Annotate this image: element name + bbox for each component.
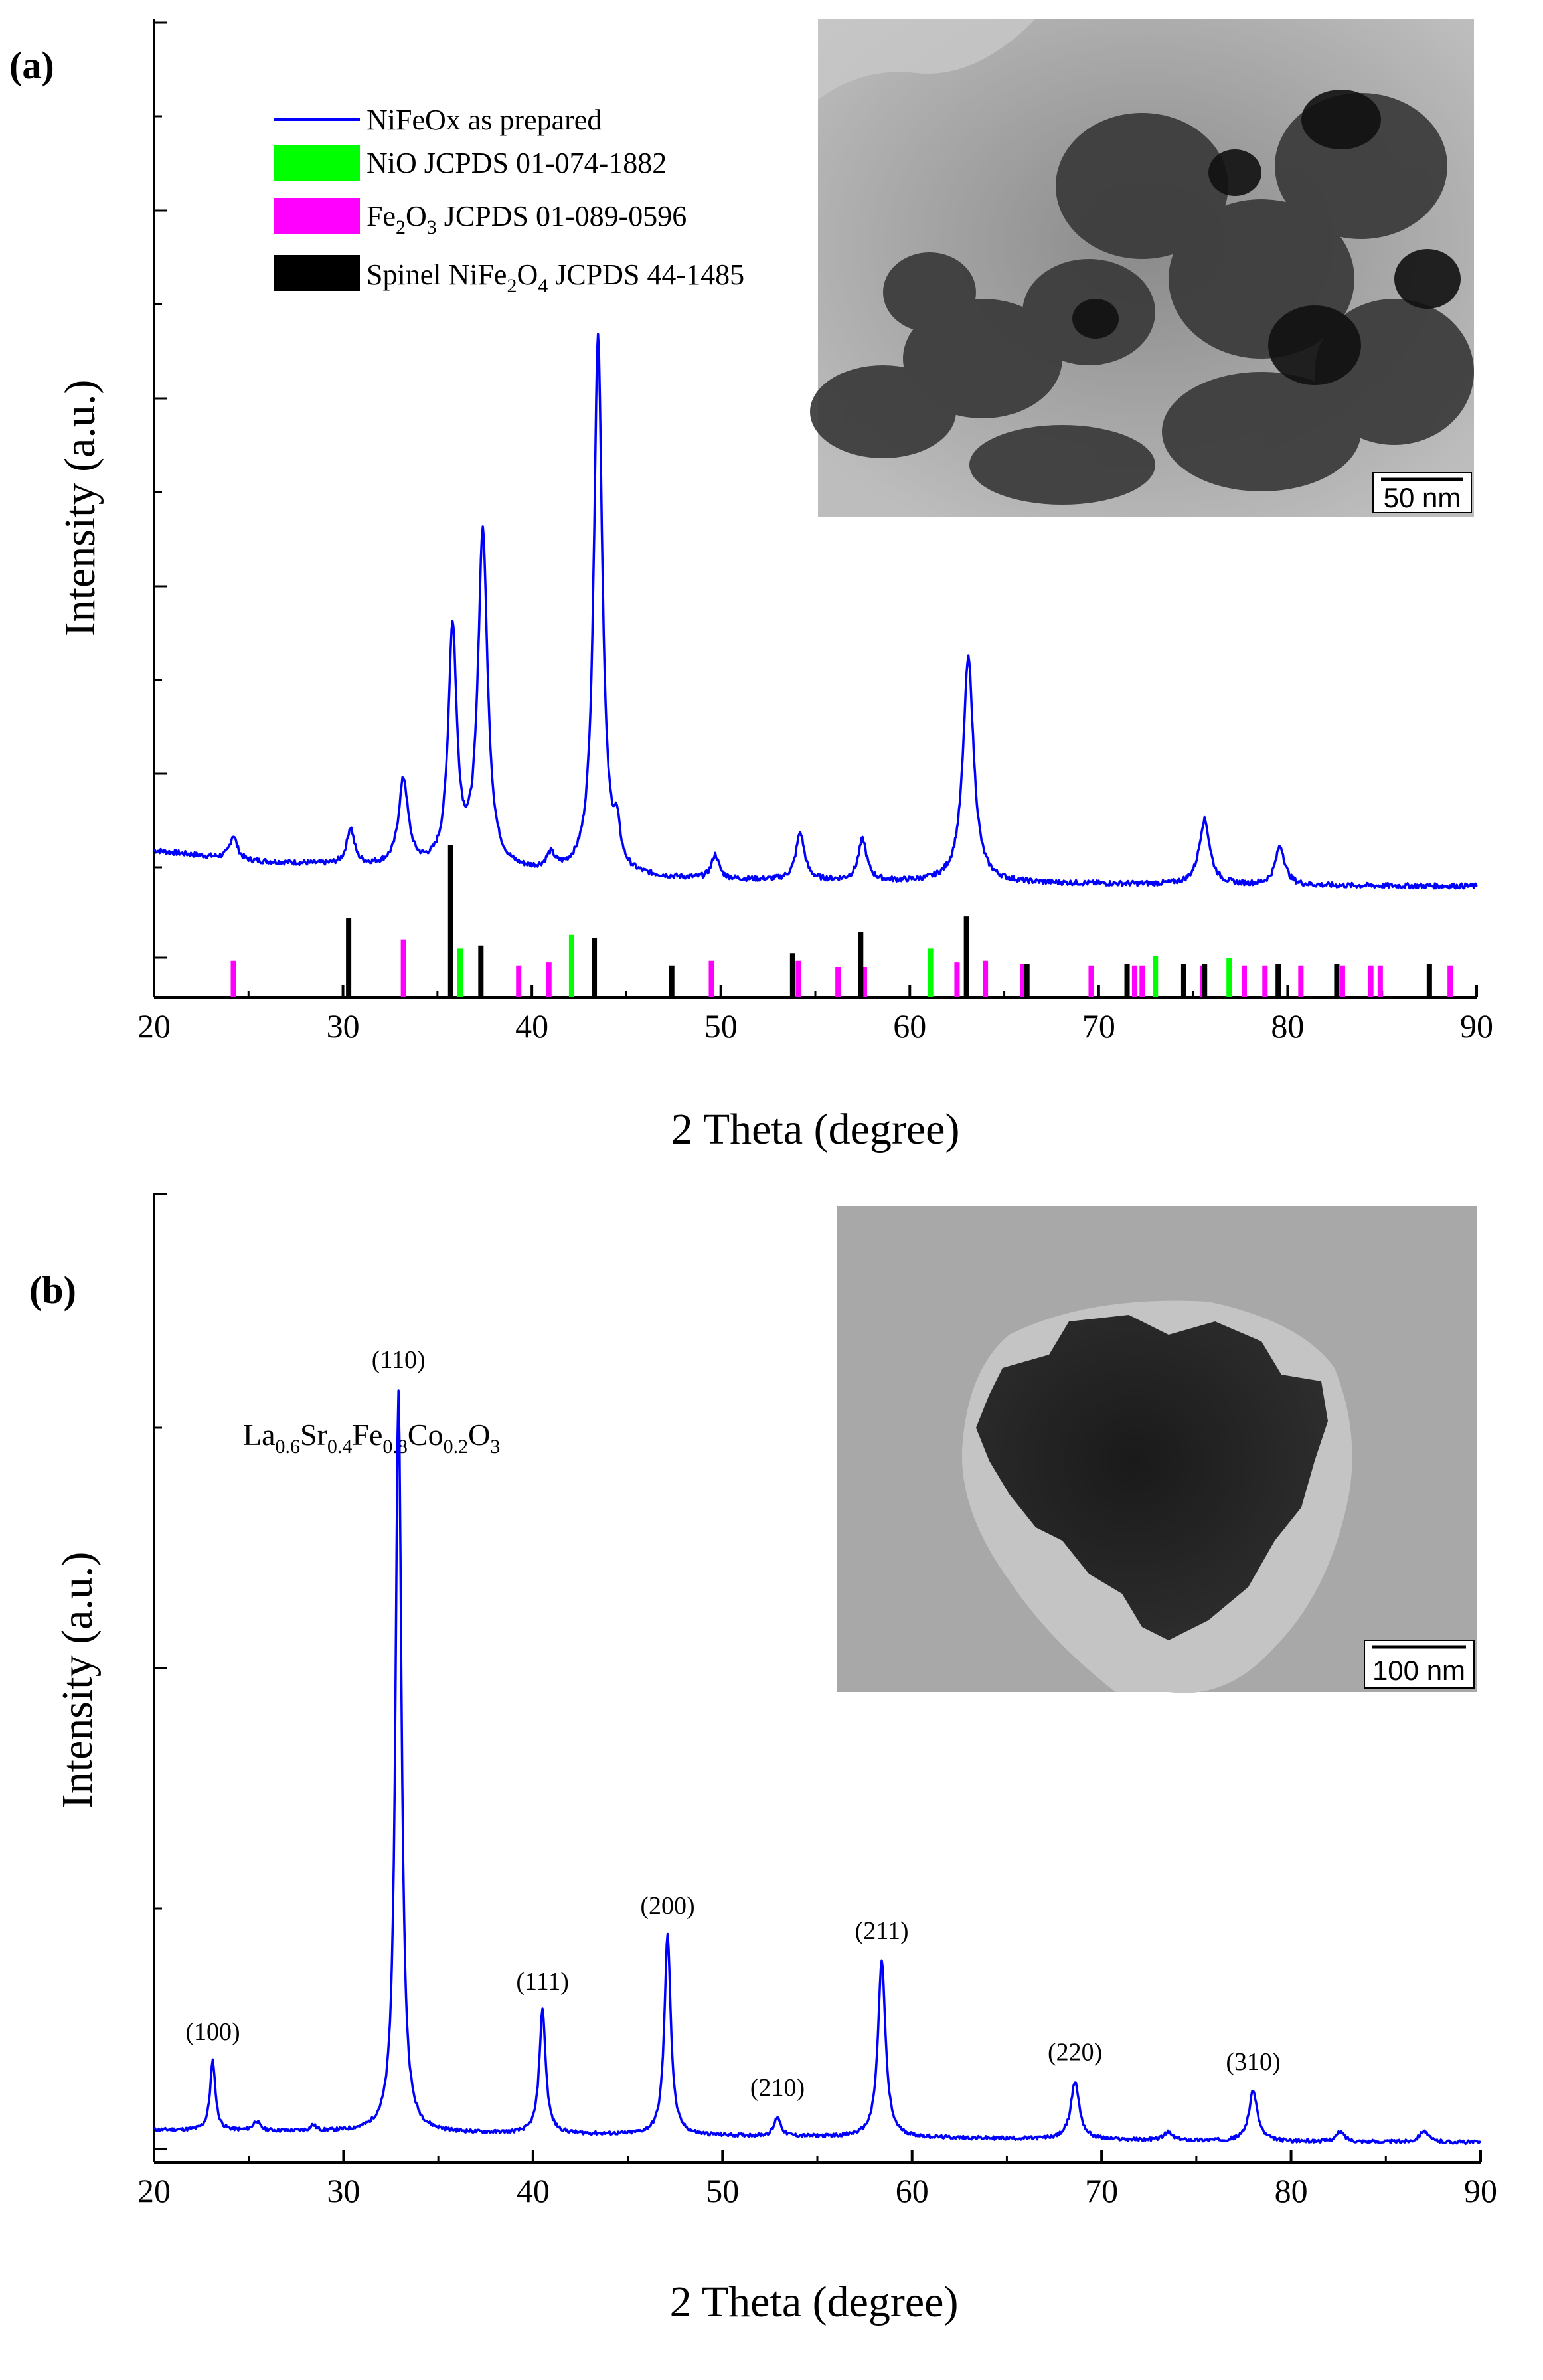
- legend-swatch-nio: [274, 145, 360, 181]
- x-tick-label: 30: [327, 2172, 360, 2209]
- x-tick-label: 90: [1464, 2172, 1497, 2209]
- x-axis-title-a: 2 Theta (degree): [671, 1105, 960, 1153]
- legend-a: NiFeOx as prepared NiO JCPDS 01-074-1882…: [274, 104, 744, 297]
- x-tick-label: 50: [706, 2172, 739, 2209]
- series-line-nifeox: [153, 333, 1478, 890]
- compound-label: La0.6Sr0.4Fe0.8Co0.2O3: [243, 1418, 500, 1458]
- y-axis-title-b: Intensity (a.u.): [53, 1552, 102, 1809]
- x-tick-label: 80: [1271, 1007, 1304, 1045]
- legend-label-nifeox: NiFeOx as prepared: [366, 104, 602, 136]
- x-tick-label: 80: [1275, 2172, 1308, 2209]
- x-tick-label: 70: [1082, 1007, 1115, 1045]
- x-tick-label: 30: [327, 1007, 360, 1045]
- x-tick-label: 20: [137, 2172, 171, 2209]
- x-tick-label: 90: [1460, 1007, 1493, 1045]
- legend-swatch-fe2o3: [274, 198, 360, 234]
- x-tick-label: 60: [896, 2172, 929, 2209]
- reference-lines-a: [230, 845, 1453, 997]
- x-tick-label: 60: [893, 1007, 926, 1045]
- series-line-lsfc: [153, 1389, 1482, 2146]
- x-axis-title-b: 2 Theta (degree): [670, 2278, 959, 2326]
- panel-a-label: (a): [9, 44, 54, 87]
- x-tick-label: 70: [1085, 2172, 1118, 2209]
- tem-inset-a: 50 nm: [810, 19, 1474, 517]
- peak-label: (210): [750, 2074, 805, 2102]
- y-ticks-b: [154, 1193, 167, 2150]
- x-tick-label: 40: [515, 1007, 548, 1045]
- legend-label-nio: NiO JCPDS 01-074-1882: [366, 147, 667, 179]
- scale-bar-a: 50 nm: [1384, 482, 1461, 513]
- x-ticks-b: 20 30 40 50 60 70 80 90: [137, 2150, 1497, 2209]
- legend-label-fe2o3: Fe2O3 JCPDS 01-089-0596: [366, 200, 687, 238]
- peak-label: (110): [372, 1346, 426, 1374]
- panel-b: (b) 100 nm La0.6Sr0.4Fe0.8Co0.2O3 20 30 40…: [29, 1193, 1497, 2326]
- panel-b-label: (b): [29, 1268, 76, 1312]
- x-ticks-a: 20 30 40 50 60 70 80 90: [137, 985, 1493, 1045]
- peak-label: (111): [516, 1968, 569, 1996]
- legend-swatch-spinel: [274, 255, 360, 291]
- tem-inset-b: 100 nm: [837, 1206, 1477, 1693]
- y-ticks-a: [154, 21, 167, 959]
- peak-label: (100): [185, 2018, 240, 2046]
- x-tick-label: 40: [517, 2172, 550, 2209]
- scale-bar-b: 100 nm: [1372, 1655, 1465, 1686]
- peak-label: (310): [1226, 2048, 1280, 2076]
- x-tick-label: 50: [704, 1007, 738, 1045]
- peak-label: (211): [855, 1917, 909, 1945]
- y-axis-title-a: Intensity (a.u.): [56, 380, 104, 637]
- peak-label: (200): [640, 1892, 694, 1920]
- peak-label: (220): [1048, 2039, 1102, 2067]
- panel-a: (a): [9, 19, 1493, 1153]
- x-tick-label: 20: [137, 1007, 171, 1045]
- legend-label-spinel: Spinel NiFe2O4 JCPDS 44-1485: [366, 258, 744, 297]
- peak-labels-b: (100) (110) (111) (200) (210) (211) (220) (310): [185, 1346, 1280, 2102]
